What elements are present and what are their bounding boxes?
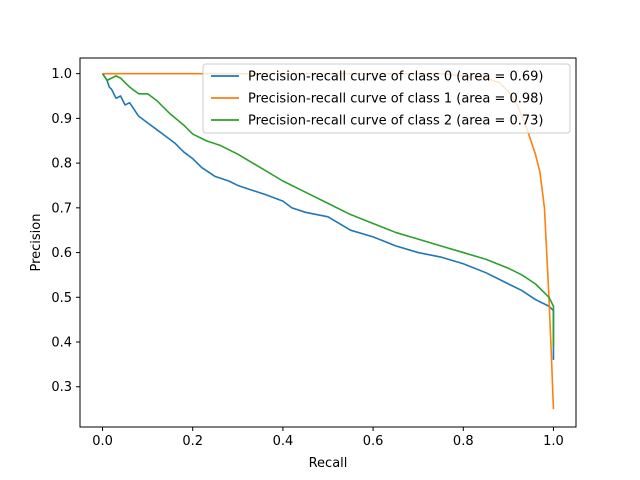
legend-label-class-2: Precision-recall curve of class 2 (area … (248, 114, 543, 129)
y-axis-ticks: 0.3 0.4 0.5 0.6 0.7 0.8 0.9 1.0 (51, 67, 80, 395)
x-tick-label: 0.6 (363, 434, 384, 449)
legend-label-class-1: Precision-recall curve of class 1 (area … (248, 92, 543, 107)
legend-frame (202, 63, 571, 134)
x-tick-label: 1.0 (543, 434, 564, 449)
y-tick-label: 0.3 (51, 380, 72, 395)
x-tick-label: 0.2 (182, 434, 203, 449)
x-axis-label: Recall (309, 456, 348, 471)
y-tick-label: 0.6 (51, 246, 72, 261)
legend: Precision-recall curve of class 0 (area … (202, 63, 571, 134)
series-line-class-0 (101, 73, 555, 360)
y-tick-label: 0.9 (51, 112, 72, 127)
x-axis-ticks: 0.0 0.2 0.4 0.6 0.8 1.0 (92, 427, 564, 449)
x-tick-label: 0.0 (92, 434, 113, 449)
x-tick-label: 0.4 (273, 434, 294, 449)
y-tick-label: 1.0 (51, 67, 72, 82)
y-tick-label: 0.4 (51, 336, 72, 351)
axes-frame (79, 57, 577, 428)
x-tick-label: 0.8 (453, 434, 474, 449)
legend-label-class-0: Precision-recall curve of class 0 (area … (248, 70, 543, 85)
series-line-class-2 (101, 73, 555, 347)
y-tick-label: 0.7 (51, 201, 72, 216)
y-tick-label: 0.8 (51, 157, 72, 172)
y-axis-label: Precision (29, 213, 44, 271)
y-tick-label: 0.5 (51, 291, 72, 306)
